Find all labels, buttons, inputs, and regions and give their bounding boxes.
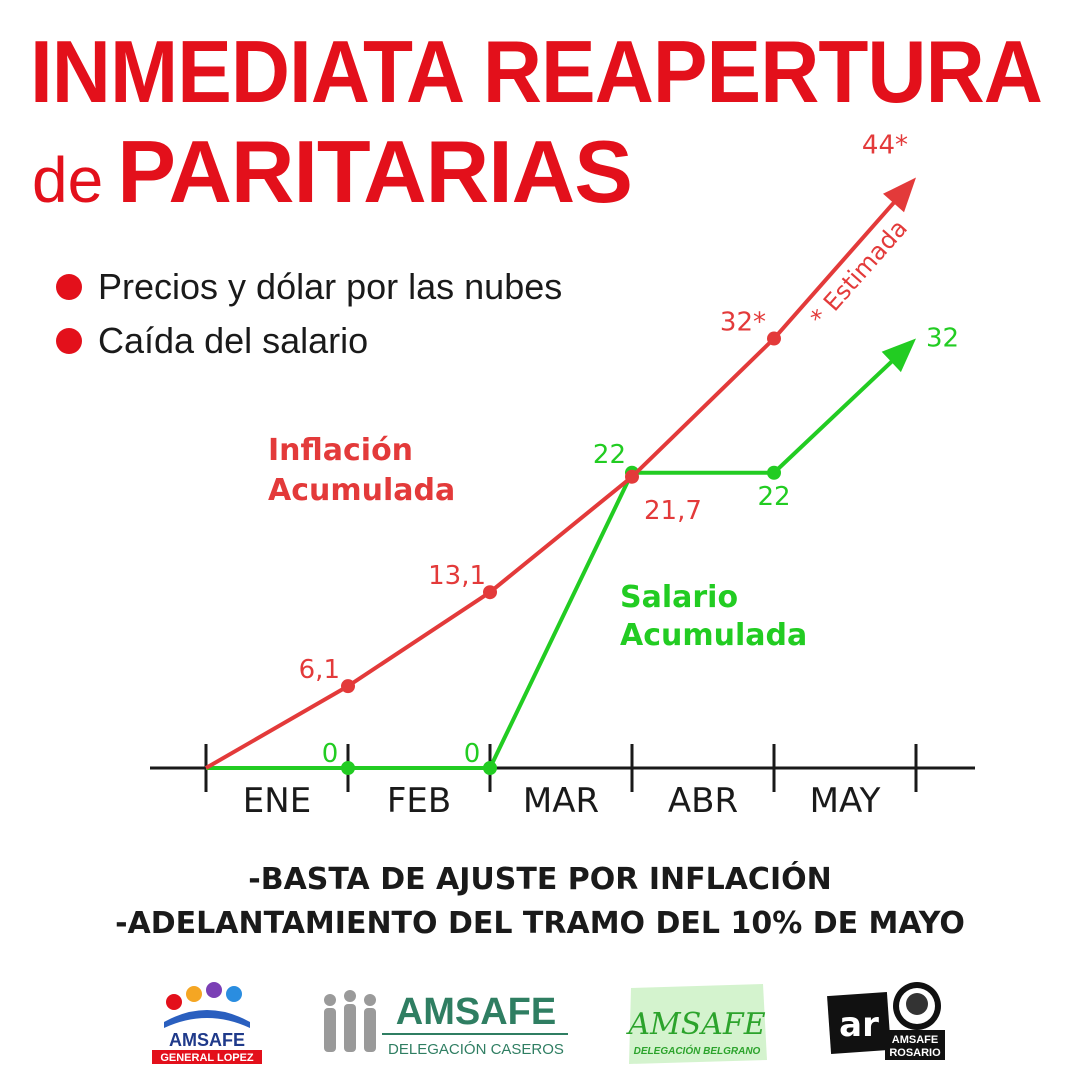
logo-name: AMSAFE — [625, 1007, 765, 1042]
estimate-annotation: * Estimada — [805, 214, 913, 331]
salary-data-label: 32 — [926, 324, 959, 354]
logo-mark: ar — [839, 1005, 879, 1045]
logo-figure — [166, 994, 182, 1010]
footer-demands: -BASTA DE AJUSTE POR INFLACIÓN -ADELANTA… — [0, 858, 1080, 946]
inflation-series-label: Acumulada — [268, 473, 455, 508]
logo-name: AMSAFE — [892, 1034, 938, 1046]
demand-line-1: -BASTA DE AJUSTE POR INFLACIÓN — [248, 862, 832, 897]
bullet-item: Caída del salario — [56, 314, 562, 368]
x-tick-label: ABR — [668, 781, 738, 821]
salary-series-label: Acumulada — [620, 618, 807, 653]
inflation-point — [483, 585, 497, 600]
logo-background — [629, 984, 767, 1064]
logo-amsafe-belgrano: AMSAFE DELEGACIÓN BELGRANO — [625, 978, 770, 1068]
logo-band — [885, 1030, 945, 1060]
title-line-1: INMEDIATA REAPERTURA — [30, 22, 1043, 121]
logo-figure — [226, 986, 242, 1002]
bullet-dot-icon — [56, 274, 82, 300]
title-prefix: de — [32, 144, 104, 216]
salary-point — [767, 465, 781, 480]
inflation-point — [767, 331, 781, 346]
bullet-text: Precios y dólar por las nubes — [98, 266, 563, 307]
x-tick-label: MAR — [523, 781, 599, 821]
title-main: PARITARIAS — [117, 122, 633, 221]
inflation-data-label: 44* — [862, 131, 908, 161]
inflation-point — [341, 679, 355, 694]
demand-line-2: -ADELANTAMIENTO DEL TRAMO DEL 10% DE MAY… — [115, 906, 965, 941]
salary-line — [206, 357, 896, 770]
salary-data-label: 22 — [593, 440, 626, 470]
logo-sub: DELEGACIÓN CASEROS — [388, 1041, 564, 1058]
logo-amsafe-caseros: AMSAFE DELEGACIÓN CASEROS — [324, 990, 568, 1058]
x-tick-label: MAY — [810, 781, 881, 821]
inflation-data-label: 6,1 — [299, 655, 340, 685]
salary-point — [483, 761, 497, 775]
inflation-series-label: Inflación — [268, 433, 413, 468]
bullet-text: Caída del salario — [98, 320, 369, 361]
bullet-item: Precios y dólar por las nubes — [56, 260, 562, 314]
logo-name: AMSAFE — [396, 991, 556, 1033]
x-tick-label: FEB — [387, 781, 451, 821]
bullet-list: Precios y dólar por las nubes Caída del … — [56, 260, 562, 368]
inflation-point — [625, 469, 639, 484]
logo-book — [164, 1010, 250, 1028]
logo-sub: ROSARIO — [889, 1047, 941, 1059]
title-line-2: de PARITARIAS — [32, 128, 633, 216]
logo-walkers-icon — [324, 990, 376, 1052]
logo-band — [152, 1050, 262, 1064]
salary-arrowhead — [881, 338, 916, 373]
salary-data-label: 22 — [757, 482, 790, 512]
salary-data-label: 0 — [464, 739, 481, 769]
x-tick-label: ENE — [243, 781, 311, 821]
logo-sub: GENERAL LOPEZ — [160, 1052, 254, 1064]
inflation-data-label: 32* — [720, 308, 766, 338]
logo-amsafe-rosario: ar AMSAFE ROSARIO — [827, 982, 945, 1060]
logo-figure — [206, 982, 222, 998]
logo-mark-box — [827, 991, 891, 1055]
chart: ENE FEB MAR ABR MAY 0 0 22 22 32 6,1 13,1 21,7 32* 44*… — [150, 131, 975, 821]
logo-sub: DELEGACIÓN BELGRANO — [634, 1044, 761, 1057]
logo-amsafe-general-lopez: AMSAFE GENERAL LOPEZ — [152, 982, 262, 1064]
inflation-arrowhead — [883, 177, 916, 213]
salary-series-label: Salario — [620, 580, 738, 615]
salary-point — [341, 761, 355, 775]
logo-figure — [186, 986, 202, 1002]
inflation-data-label: 21,7 — [644, 496, 702, 526]
inflation-data-label: 13,1 — [428, 561, 486, 591]
bullet-dot-icon — [56, 328, 82, 354]
logo-name: AMSAFE — [169, 1030, 245, 1050]
inflation-line — [205, 198, 898, 770]
salary-data-label: 0 — [322, 739, 339, 769]
